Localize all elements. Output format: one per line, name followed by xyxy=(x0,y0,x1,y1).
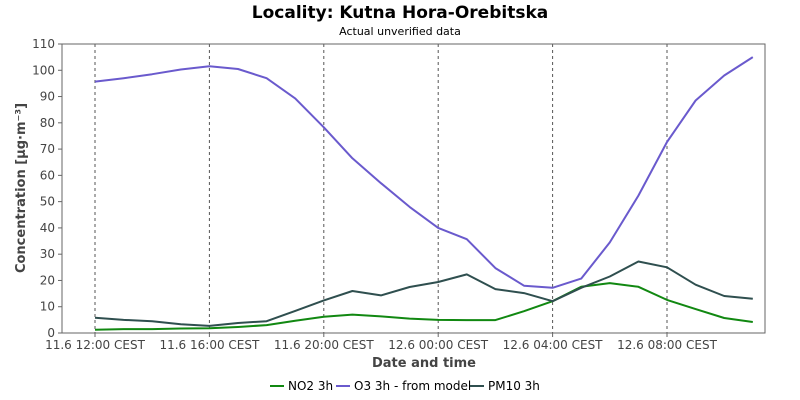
y-tick-label: 70 xyxy=(40,142,55,156)
x-tick-label: 12.6 00:00 CEST xyxy=(388,338,489,352)
legend-label: O3 3h - from model xyxy=(354,379,471,393)
y-tick-label: 100 xyxy=(32,63,55,77)
y-tick-label: 90 xyxy=(40,90,55,104)
series-lines xyxy=(94,56,754,331)
x-tick-label: 11.6 16:00 CEST xyxy=(159,338,260,352)
y-tick-label: 0 xyxy=(47,326,55,340)
y-tick-label: 30 xyxy=(40,247,55,261)
x-tick-label: 12.6 04:00 CEST xyxy=(503,338,604,352)
y-axis-label: Concentration [µg·m⁻³] xyxy=(14,103,29,273)
series-line-pm10-3h xyxy=(94,260,753,327)
legend-label: PM10 3h xyxy=(488,379,540,393)
series-line-o3-3h-from-model xyxy=(94,56,754,289)
grid xyxy=(94,44,668,333)
y-tick-label: 50 xyxy=(40,195,55,209)
y-axis-ticks: 0 10 20 30 40 50 60 70 80 90 100 110 xyxy=(32,37,62,340)
plot-area-border xyxy=(61,43,766,334)
legend-label: NO2 3h xyxy=(288,379,333,393)
y-tick-label: 20 xyxy=(40,273,55,287)
x-axis-label: Date and time xyxy=(372,356,476,371)
y-tick-label: 60 xyxy=(40,168,55,182)
x-tick-label: 11.6 20:00 CEST xyxy=(274,338,375,352)
y-tick-label: 10 xyxy=(40,300,55,314)
x-tick-label: 12.6 08:00 CEST xyxy=(617,338,718,352)
y-tick-label: 80 xyxy=(40,116,55,130)
chart-title: Locality: Kutna Hora-Orebitska xyxy=(252,3,548,23)
y-tick-label: 110 xyxy=(32,37,55,51)
x-axis-ticks: 11.6 12:00 CEST 11.6 16:00 CEST 11.6 20:00… xyxy=(45,333,718,352)
chart-subtitle: Actual unverified data xyxy=(339,25,461,38)
legend: NO2 3h O3 3h - from model PM10 3h xyxy=(270,379,540,393)
series-line-no2-3h xyxy=(94,282,753,331)
y-tick-label: 40 xyxy=(40,221,55,235)
x-tick-label: 11.6 12:00 CEST xyxy=(45,338,146,352)
